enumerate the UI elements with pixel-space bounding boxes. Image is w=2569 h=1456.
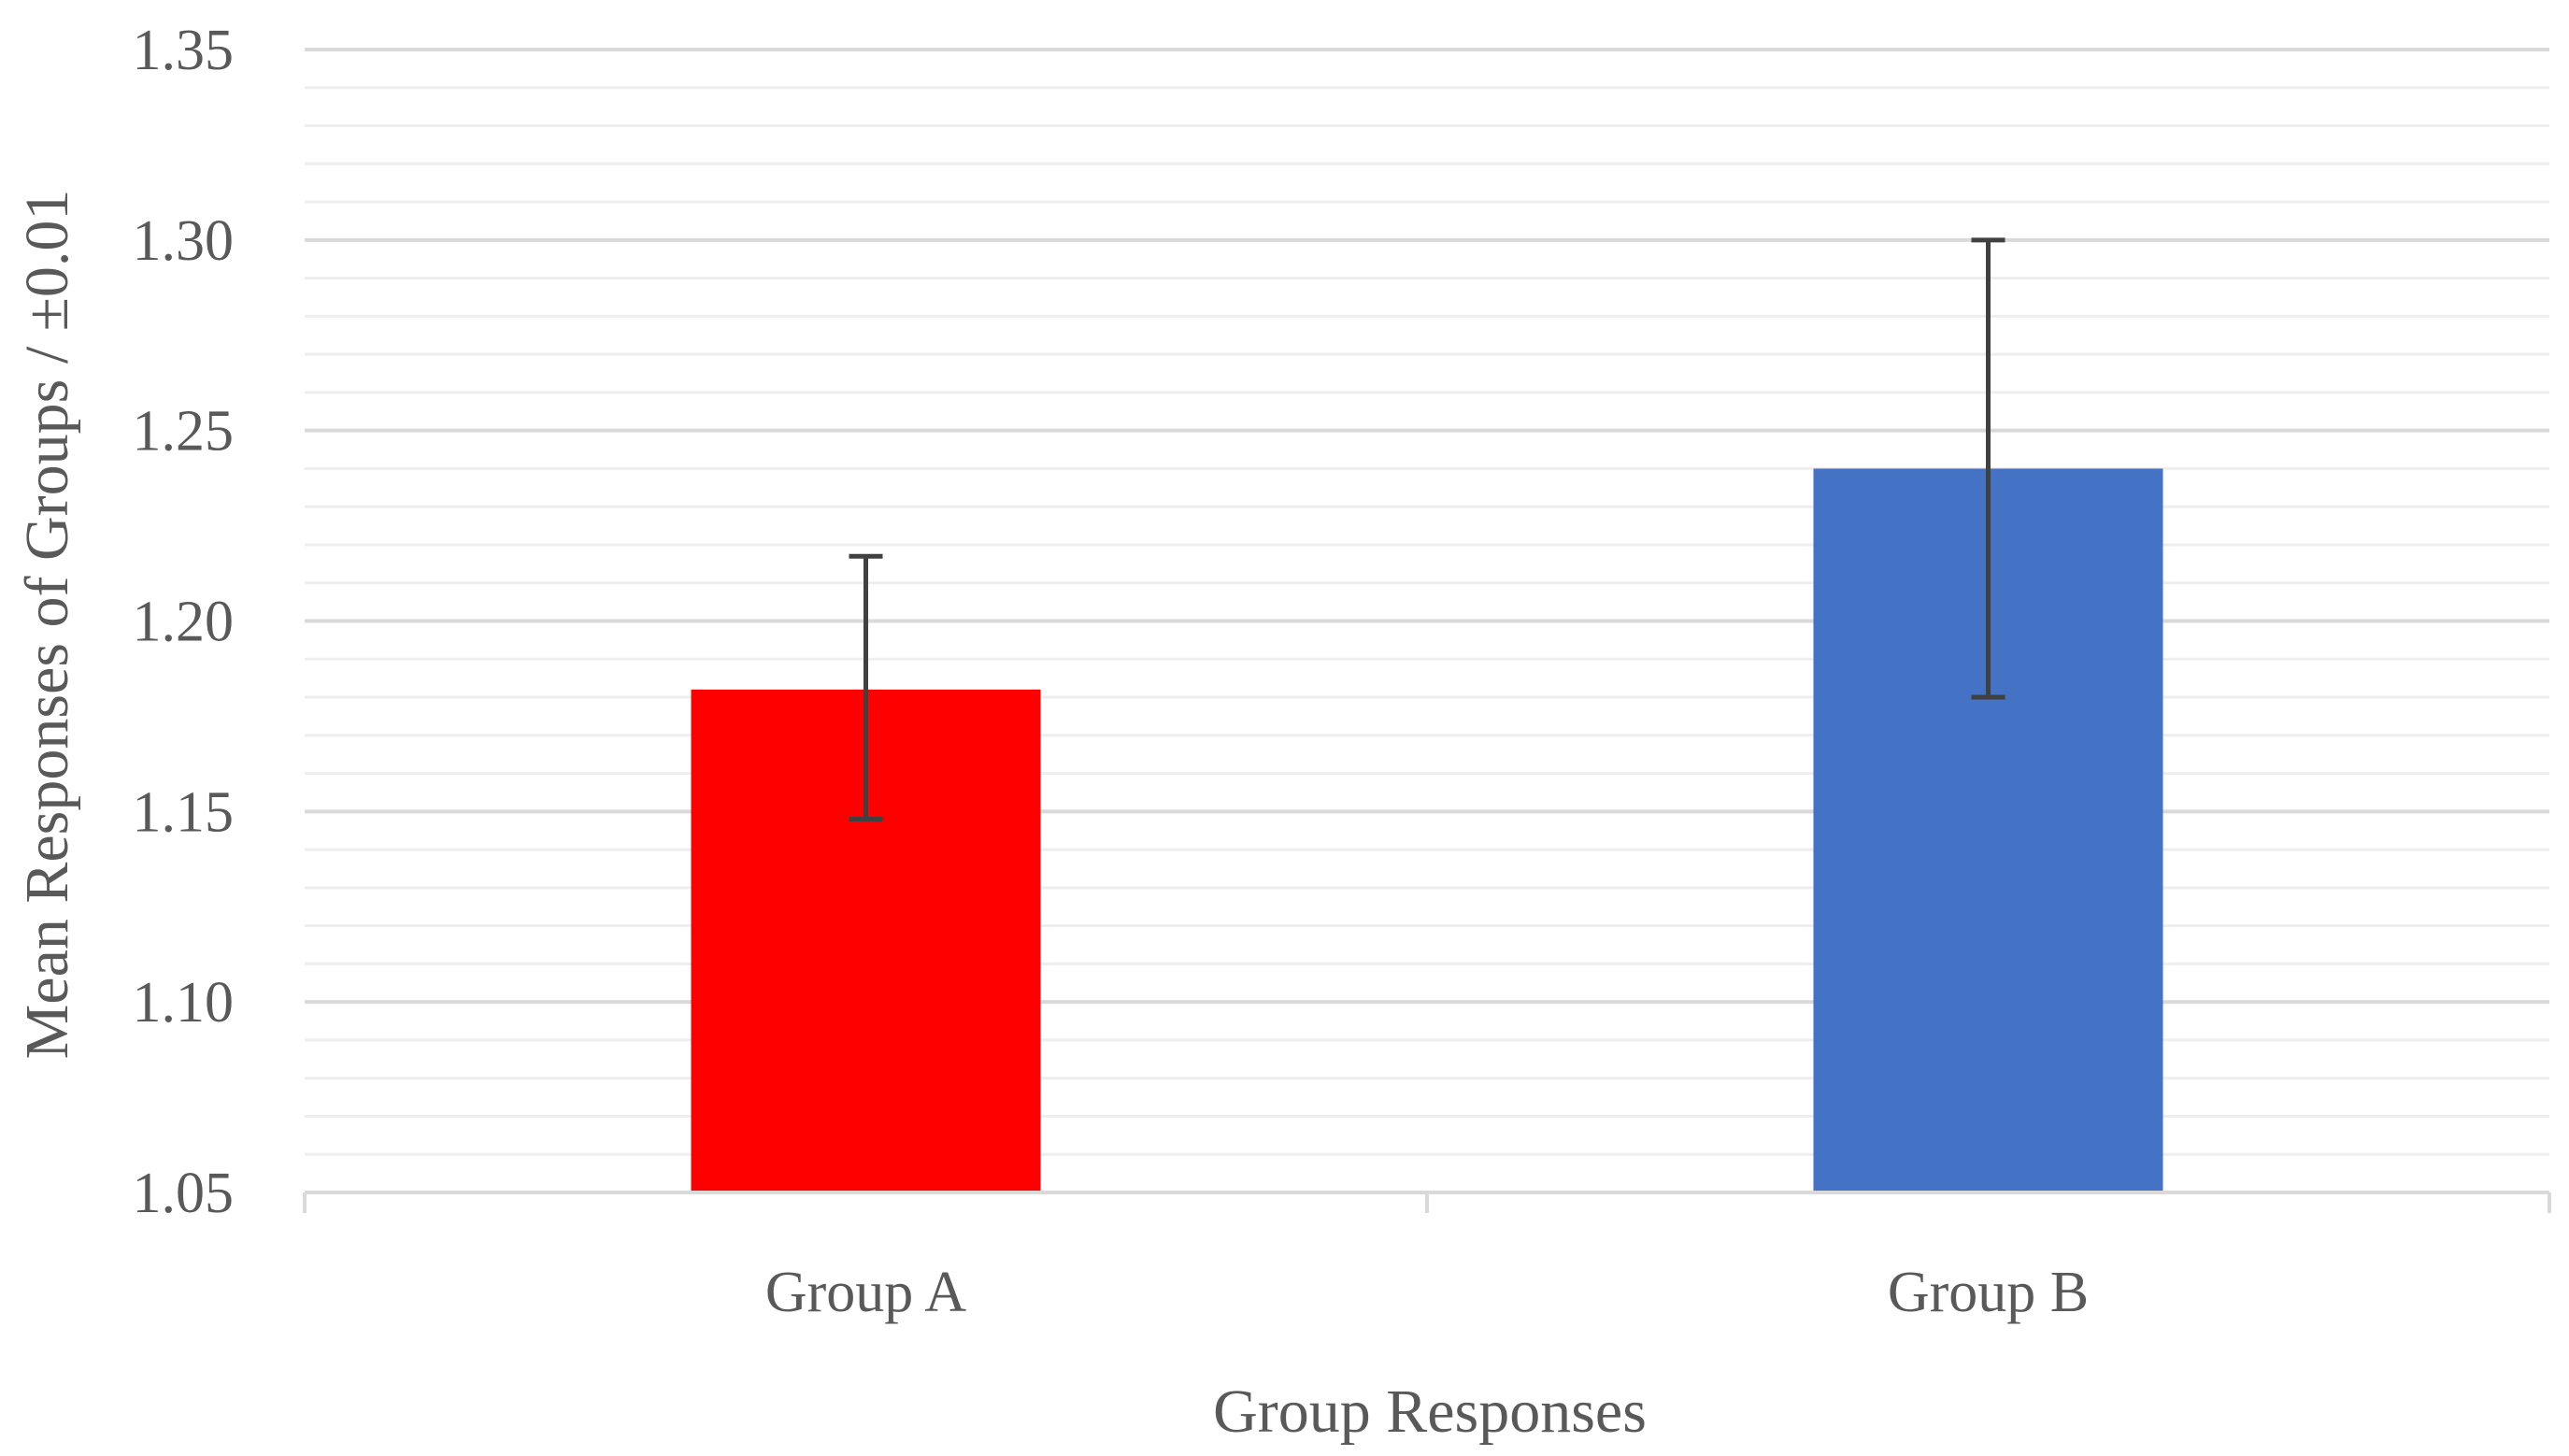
y-tick-label: 1.30 xyxy=(133,209,235,273)
y-tick-label: 1.10 xyxy=(133,971,235,1035)
y-tick-label: 1.15 xyxy=(133,780,235,844)
x-tick-labels: Group A Group B xyxy=(765,1261,2089,1324)
y-tick-label: 1.35 xyxy=(133,19,235,82)
minor-gridlines xyxy=(305,86,2549,1156)
error-bars xyxy=(849,237,2005,821)
x-tick-label: Group A xyxy=(765,1261,967,1324)
y-tick-label: 1.25 xyxy=(133,400,235,464)
y-tick-label: 1.20 xyxy=(133,591,235,654)
bars xyxy=(691,468,2163,1192)
x-axis-title: Group Responses xyxy=(1213,1377,1647,1446)
y-tick-labels: 1.05 1.10 1.15 1.20 1.25 1.30 1.35 xyxy=(133,19,235,1225)
x-tick-label: Group B xyxy=(1888,1261,2089,1324)
y-tick-label: 1.05 xyxy=(133,1162,235,1225)
x-axis xyxy=(303,1191,2551,1213)
y-axis-title: Mean Responses of Groups / ±0.01 xyxy=(13,190,81,1060)
major-gridlines xyxy=(305,48,2549,1005)
